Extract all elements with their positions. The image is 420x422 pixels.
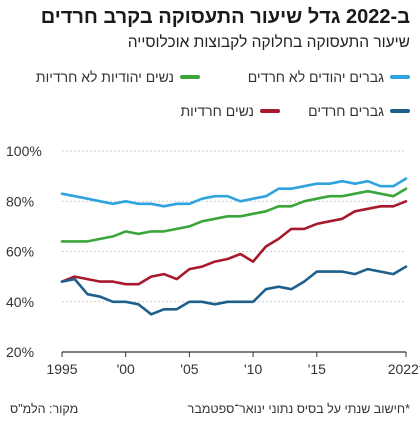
series-line-jewish-women-non-haredi bbox=[60, 187, 408, 243]
x-tick-label: '10 bbox=[244, 361, 262, 377]
y-tick-label: 80% bbox=[6, 193, 34, 209]
x-tick-label: '15 bbox=[308, 361, 326, 377]
chart-title: ב-2022 גדל שיעור התעסוקה בקרב חרדים bbox=[40, 6, 410, 28]
series-line-haredi-men bbox=[60, 265, 408, 316]
legend-swatch-haredi-men bbox=[390, 109, 410, 113]
chart-subtitle: שיעור התעסוקה בחלוקה לקבוצות אוכלוסייה bbox=[127, 34, 410, 51]
legend-item-haredi-men: גברים חרדים bbox=[308, 102, 410, 120]
x-tick-label: '00 bbox=[117, 361, 135, 377]
x-tick-label: 2022* bbox=[388, 361, 420, 377]
series-line-jewish-men-non-haredi bbox=[60, 177, 408, 208]
y-tick-label: 100% bbox=[6, 143, 42, 159]
legend-swatch-haredi-women bbox=[260, 109, 280, 113]
source-note: מקור: הלמ"ס bbox=[10, 402, 79, 416]
series-layer bbox=[60, 177, 408, 316]
y-tick-label: 20% bbox=[6, 344, 34, 360]
x-tick-label: 1995 bbox=[46, 361, 77, 377]
legend-item-haredi-women: נשים חרדיות bbox=[180, 102, 280, 120]
legend-label-jewish-women: נשים יהודיות לא חרדיות bbox=[35, 69, 174, 85]
legend-label-jewish-men: גברים יהודים לא חרדים bbox=[247, 69, 384, 85]
y-tick-label: 40% bbox=[6, 294, 34, 310]
legend-label-haredi-women: נשים חרדיות bbox=[180, 103, 254, 119]
legend-swatch-jewish-men bbox=[390, 75, 410, 79]
axis-layer: 20% 40% 60% 80% 100% 1995 '00 '05 '10 '15 2022* bbox=[6, 143, 420, 377]
series-line-haredi-women bbox=[60, 200, 408, 286]
grid-layer bbox=[62, 150, 406, 353]
legend-item-jewish-men: גברים יהודים לא חרדים bbox=[248, 68, 410, 86]
legend-swatch-jewish-women bbox=[180, 75, 200, 79]
footnote: *חישוב שנתי על בסיס נתוני ינואר־ספטמבר bbox=[187, 402, 410, 416]
legend-item-jewish-women: נשים יהודיות לא חרדיות bbox=[36, 68, 200, 86]
legend-label-haredi-men: גברים חרדים bbox=[308, 103, 384, 119]
y-tick-label: 60% bbox=[6, 244, 34, 260]
x-tick-label: '05 bbox=[180, 361, 198, 377]
